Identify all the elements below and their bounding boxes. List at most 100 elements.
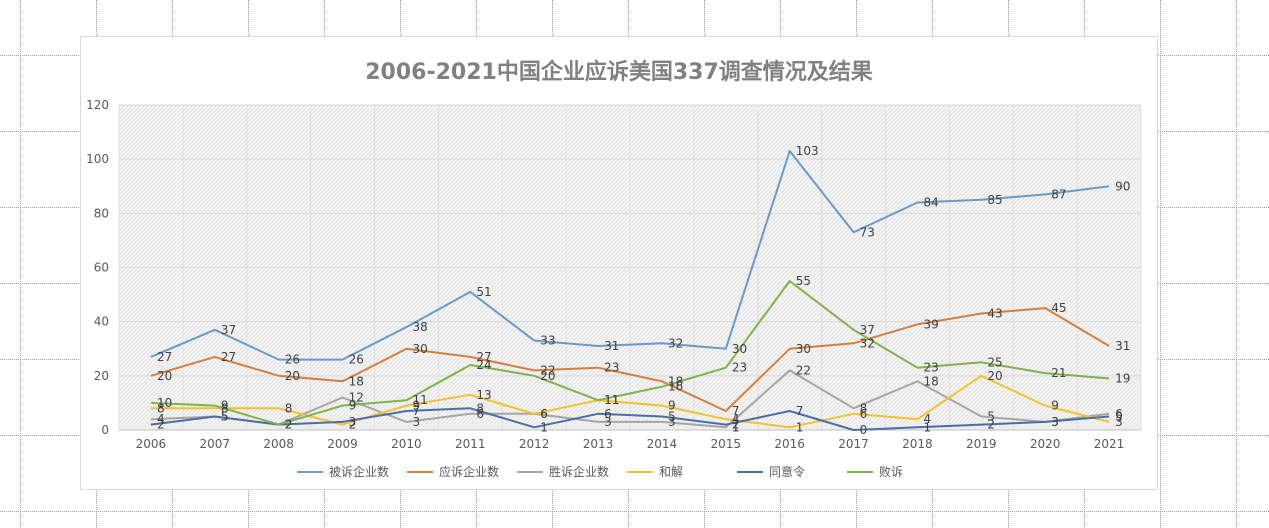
data-label: 1 bbox=[540, 420, 548, 434]
x-tick-label: 2016 bbox=[774, 437, 805, 451]
data-label: 33 bbox=[540, 334, 555, 348]
data-label: 7 bbox=[732, 404, 740, 418]
data-label: 20 bbox=[285, 369, 300, 383]
data-label: 18 bbox=[349, 374, 364, 388]
data-label: 11 bbox=[604, 393, 619, 407]
x-tick-label: 2008 bbox=[263, 437, 294, 451]
y-tick-label: 60 bbox=[94, 261, 109, 275]
x-tick-label: 2017 bbox=[838, 437, 869, 451]
line-chart: 2006-2021中国企业应诉美国337调查情况及结果 020406080100… bbox=[86, 59, 1142, 479]
y-tick-label: 120 bbox=[86, 98, 109, 112]
data-label: 3 bbox=[1051, 415, 1059, 429]
data-label: 6 bbox=[604, 407, 612, 421]
data-label: 3 bbox=[412, 415, 420, 429]
data-label: 9 bbox=[1051, 399, 1059, 413]
data-label: 23 bbox=[923, 361, 938, 375]
data-label: 85 bbox=[987, 193, 1002, 207]
legend-label: 被诉企业数 bbox=[329, 464, 389, 479]
data-label: 6 bbox=[540, 407, 548, 421]
data-label: 5 bbox=[668, 409, 676, 423]
y-tick-label: 0 bbox=[101, 423, 109, 437]
data-label: 1 bbox=[796, 420, 804, 434]
y-tick-label: 20 bbox=[94, 369, 109, 383]
data-label: 3 bbox=[604, 415, 612, 429]
data-label: 32 bbox=[668, 336, 683, 350]
x-axis: 2006 2007 2008 2009 2010 2011 2012 2013 2014 2015… bbox=[136, 437, 1125, 451]
data-label: 9 bbox=[349, 399, 357, 413]
series-line bbox=[150, 369, 1110, 429]
data-label: 6 bbox=[476, 407, 484, 421]
y-tick-label: 80 bbox=[94, 206, 109, 220]
legend-label: 同意令 bbox=[769, 464, 805, 479]
data-label: 23 bbox=[604, 361, 619, 375]
data-label: 9 bbox=[412, 399, 420, 413]
data-label: 19 bbox=[1115, 372, 1130, 386]
x-tick-label: 2010 bbox=[391, 437, 422, 451]
data-label: 5 bbox=[987, 409, 995, 423]
series-line bbox=[150, 374, 1110, 429]
series-line bbox=[150, 280, 1110, 426]
data-label: 13 bbox=[476, 388, 491, 402]
data-label: 18 bbox=[668, 374, 683, 388]
data-label: 4 bbox=[923, 412, 931, 426]
data-label: 18 bbox=[923, 374, 938, 388]
data-label: 25 bbox=[987, 355, 1002, 369]
data-label: 12 bbox=[349, 391, 364, 405]
legend-label: 和解 bbox=[659, 465, 683, 479]
legend-label: 胜诉企业数 bbox=[549, 464, 609, 479]
data-label: 6 bbox=[1115, 407, 1123, 421]
data-label: 2 bbox=[987, 418, 995, 432]
data-label: 23 bbox=[732, 361, 747, 375]
data-label: 37 bbox=[860, 323, 875, 337]
data-label: 3 bbox=[349, 415, 357, 429]
data-label: 9 bbox=[668, 399, 676, 413]
data-label: 6 bbox=[540, 407, 548, 421]
y-tick-label: 40 bbox=[94, 315, 109, 329]
x-tick-label: 2014 bbox=[647, 437, 678, 451]
data-label: 32 bbox=[860, 336, 875, 350]
page-dotted-line bbox=[20, 0, 21, 528]
data-label: 22 bbox=[540, 363, 555, 377]
x-tick-label: 2021 bbox=[1094, 437, 1125, 451]
data-label: 3 bbox=[1051, 415, 1059, 429]
data-label: 20 bbox=[540, 369, 555, 383]
chart-container: 2006-2021中国企业应诉美国337调查情况及结果 0 20 40 60 80 100… bbox=[80, 36, 1158, 490]
data-label: 27 bbox=[157, 350, 172, 364]
data-label: 21 bbox=[1051, 366, 1066, 380]
x-tick-label: 2007 bbox=[200, 437, 231, 451]
data-label: 7 bbox=[796, 404, 804, 418]
data-label: 37 bbox=[221, 323, 236, 337]
data-label: 2 bbox=[285, 418, 293, 432]
data-label: 20 bbox=[987, 369, 1002, 383]
data-label: 43 bbox=[987, 307, 1002, 321]
data-label: 31 bbox=[604, 339, 619, 353]
data-label: 87 bbox=[1051, 187, 1066, 201]
data-label: 26 bbox=[349, 353, 364, 367]
data-label: 0 bbox=[860, 423, 868, 437]
data-label: 3 bbox=[668, 415, 676, 429]
page-dotted-line bbox=[1236, 0, 1237, 528]
x-tick-label: 2012 bbox=[519, 437, 550, 451]
series-line bbox=[150, 150, 1110, 361]
data-label: 8 bbox=[157, 401, 165, 415]
y-axis: 0 20 40 60 80 100 120 bbox=[86, 98, 109, 437]
x-tick-label: 2013 bbox=[583, 437, 614, 451]
data-label: 4 bbox=[157, 412, 165, 426]
data-label: 27 bbox=[221, 350, 236, 364]
x-tick-label: 2018 bbox=[902, 437, 933, 451]
page-dotted-line bbox=[0, 511, 1269, 512]
data-label: 11 bbox=[412, 393, 427, 407]
data-label: 30 bbox=[796, 342, 811, 356]
legend-label: 应诉企业数 bbox=[439, 464, 499, 479]
data-label: 84 bbox=[923, 196, 938, 210]
data-label: 20 bbox=[157, 369, 172, 383]
data-label: 5 bbox=[221, 409, 229, 423]
legend: 被诉企业数 应诉企业数 胜诉企业数 和解 同意令 败诉 bbox=[297, 464, 903, 479]
data-label: 55 bbox=[796, 274, 811, 288]
data-label: 2 bbox=[285, 418, 293, 432]
x-tick-label: 2006 bbox=[136, 437, 167, 451]
data-label: 2 bbox=[732, 418, 740, 432]
page-dotted-line bbox=[1160, 0, 1161, 528]
data-label: 1 bbox=[732, 420, 740, 434]
